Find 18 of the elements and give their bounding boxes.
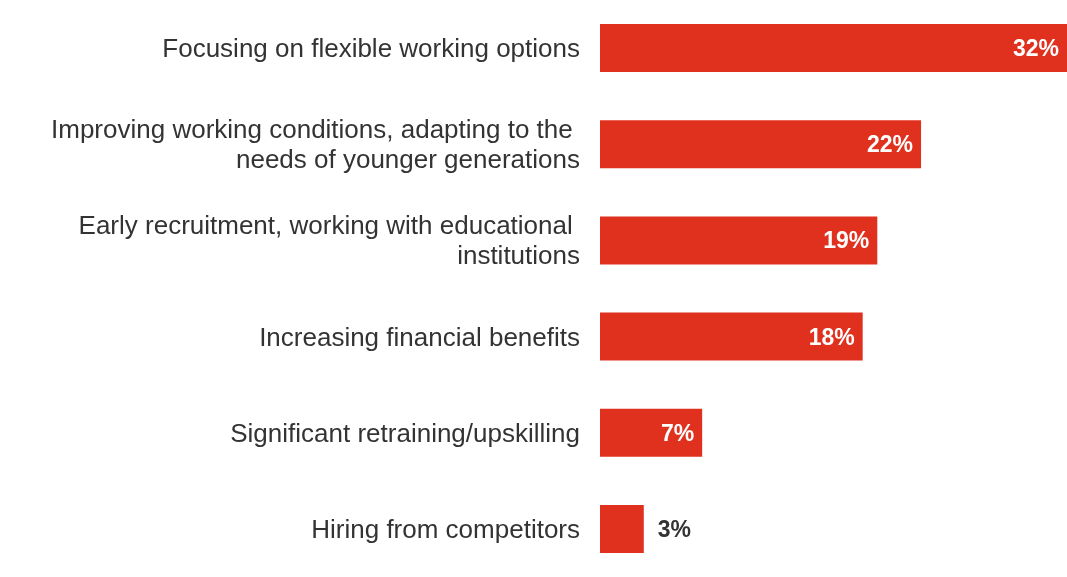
- data-label: 22%: [867, 131, 914, 158]
- y-tick-label: Early recruitment, working with educational institutions: [78, 210, 580, 271]
- bar: [600, 120, 922, 169]
- bar: [600, 504, 644, 553]
- bar: [600, 24, 1067, 73]
- y-tick-label: Increasing financial benefits: [259, 321, 580, 352]
- y-tick-label: Improving working conditions, adapting to the needs of younger generations: [51, 114, 580, 175]
- y-tick-label: Focusing on flexible working options: [162, 33, 580, 64]
- y-tick-label: Hiring from competitors: [311, 513, 580, 544]
- y-tick-label: Significant retraining/upskilling: [230, 417, 580, 448]
- data-label: 18%: [808, 323, 855, 350]
- bar: [600, 312, 863, 361]
- bar: [600, 408, 703, 457]
- data-label: 32%: [1012, 35, 1059, 62]
- bar: [600, 216, 878, 265]
- data-label: 7%: [660, 419, 695, 446]
- data-label: 3%: [657, 515, 692, 542]
- data-label: 19%: [823, 227, 870, 254]
